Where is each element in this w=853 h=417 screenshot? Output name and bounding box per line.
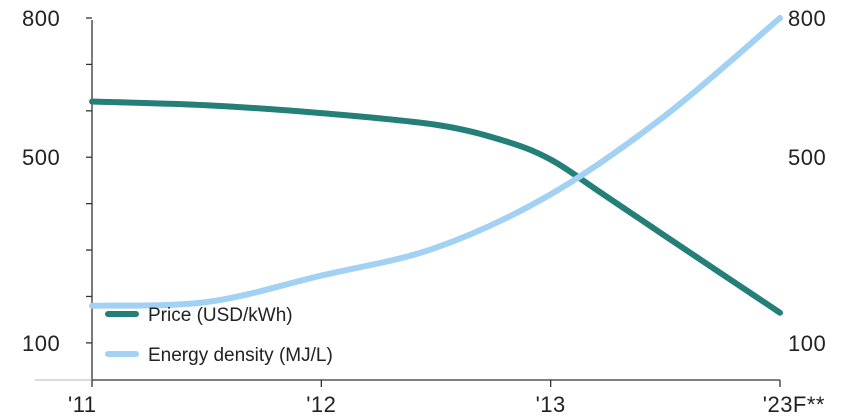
- y-axis-minor-ticks: [86, 17, 92, 344]
- legend: Price (USD/kWh) Energy density (MJ/L): [105, 305, 333, 366]
- y-axis-left-labels: 800 500 100: [22, 6, 60, 356]
- series-layer: [89, 15, 783, 316]
- y-right-tick-label: 100: [788, 331, 826, 356]
- price-series-line: [89, 98, 783, 316]
- y-axis-right-labels: 800 500 100: [788, 6, 826, 356]
- y-left-tick-label: 100: [22, 331, 60, 356]
- x-axis-labels: '11 '12 '13 '23F**: [68, 392, 825, 417]
- legend-label: Price (USD/kWh): [148, 305, 293, 326]
- x-tick-label: '11: [68, 392, 97, 417]
- x-tick-label: '12: [306, 392, 336, 417]
- y-right-tick-label: 800: [788, 6, 826, 31]
- legend-label: Energy density (MJ/L): [148, 345, 333, 366]
- x-tick-label: '23F**: [763, 392, 825, 417]
- x-axis-tick-marks: [91, 380, 781, 387]
- y-left-tick-label: 500: [22, 145, 60, 170]
- y-right-tick-label: 500: [788, 145, 826, 170]
- y-left-tick-label: 800: [22, 6, 60, 31]
- energy-density-series-line: [89, 15, 783, 309]
- x-tick-label: '13: [536, 392, 566, 417]
